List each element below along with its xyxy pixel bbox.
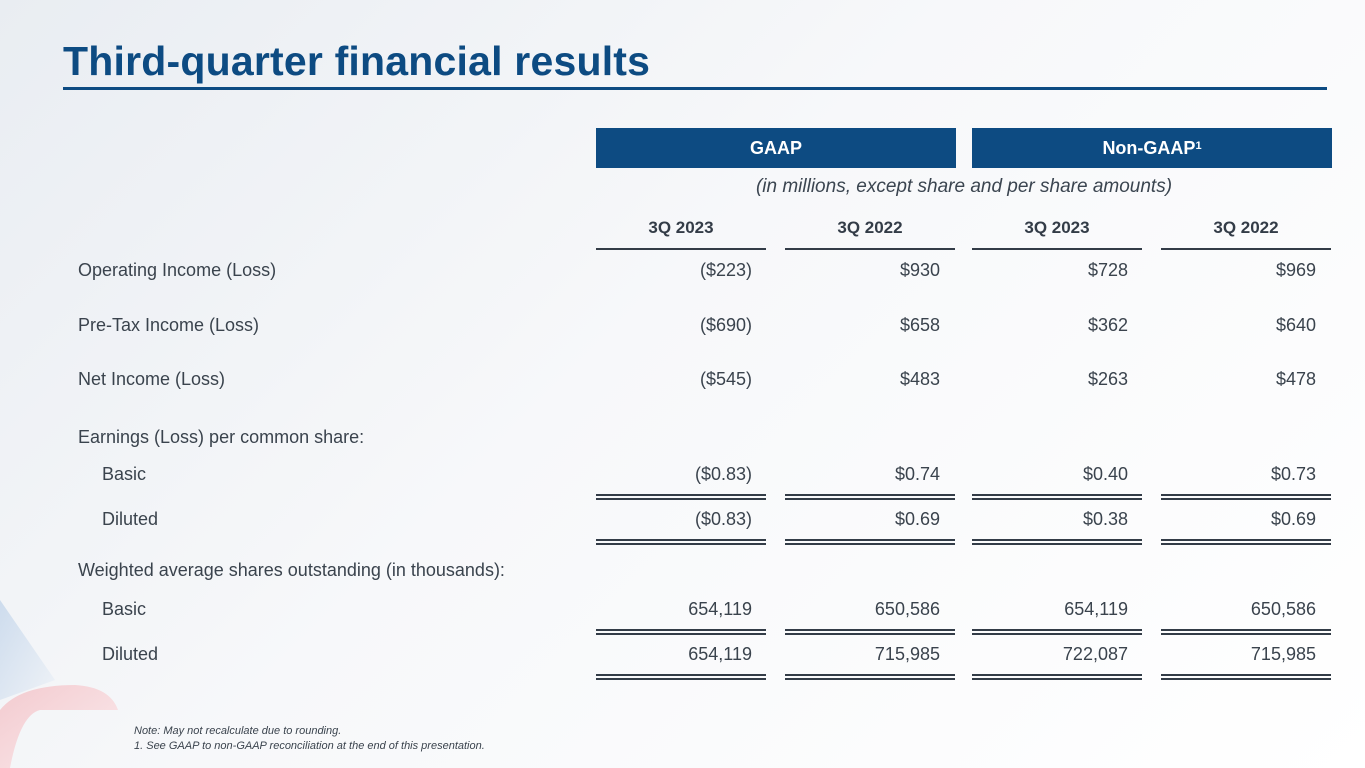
double-underline [785,494,955,500]
column-header-nongaap-3q2023: 3Q 2023 [1024,218,1090,237]
table-cell: $0.69 [1270,509,1316,529]
table-cell: ($0.83) [694,464,752,484]
table-cell: 722,087 [1062,644,1128,664]
table-cell: $728 [1087,260,1128,280]
double-underline [596,629,766,635]
double-underline [972,629,1142,635]
table-cell: ($0.83) [694,509,752,529]
double-underline [1161,674,1331,680]
table-cell: $640 [1275,315,1316,335]
double-underline [1161,539,1331,545]
table-cell: $0.69 [894,509,940,529]
table-cell: $930 [899,260,940,280]
double-underline [596,674,766,680]
double-underline [972,674,1142,680]
brand-flight-symbol-decoration [0,600,118,768]
column-rule [972,248,1142,250]
nongaap-group-header: Non-GAAP 1 [972,128,1332,168]
nongaap-group-label: Non-GAAP [1102,137,1196,158]
table-cell: $478 [1275,369,1316,389]
page-title: Third-quarter financial results [63,38,651,84]
double-underline [1161,494,1331,500]
footnotes: Note: May not recalculate due to roundin… [134,724,485,754]
title-underline [63,87,1327,90]
table-cell: $0.74 [894,464,940,484]
table-cell: $0.40 [1082,464,1128,484]
double-underline [972,494,1142,500]
double-underline [972,539,1142,545]
row-label-operating-income: Operating Income (Loss) [78,260,277,280]
table-cell: $483 [899,369,940,389]
table-cell: $658 [899,315,940,335]
double-underline [785,674,955,680]
table-cell: 715,985 [1250,644,1316,664]
gaap-group-header: GAAP [596,128,956,168]
column-rule [785,248,955,250]
row-label-eps-diluted: Diluted [102,509,159,529]
row-label-net-income: Net Income (Loss) [78,369,226,389]
double-underline [596,539,766,545]
row-label-eps-basic: Basic [102,464,147,484]
table-cell: $263 [1087,369,1128,389]
table-cell: $969 [1275,260,1316,280]
table-cell: 650,586 [1250,599,1316,619]
table-cell: ($545) [699,369,752,389]
row-label-shares-diluted: Diluted [102,644,159,664]
double-underline [785,539,955,545]
table-cell: $0.73 [1270,464,1316,484]
table-cell: 650,586 [874,599,940,619]
footnote-rounding: Note: May not recalculate due to roundin… [134,725,342,737]
double-underline [596,494,766,500]
double-underline [785,629,955,635]
table-cell: $0.38 [1082,509,1128,529]
double-underline [1161,629,1331,635]
table-cell: ($690) [699,315,752,335]
footnote-reconciliation: 1. See GAAP to non-GAAP reconciliation a… [134,740,485,752]
table-cell: ($223) [699,260,752,280]
row-label-pretax-income: Pre-Tax Income (Loss) [78,315,260,335]
column-rule [1161,248,1331,250]
column-header-nongaap-3q2022: 3Q 2022 [1213,218,1279,237]
column-rule [596,248,766,250]
section-heading-shares: Weighted average shares outstanding (in … [78,560,505,580]
table-cell: $362 [1087,315,1128,335]
table-cell: 715,985 [874,644,940,664]
table-cell: 654,119 [1064,599,1128,619]
row-label-shares-basic: Basic [102,599,147,619]
footnote-marker: 1 [1195,140,1202,152]
column-header-gaap-3q2023: 3Q 2023 [648,218,714,237]
units-note: (in millions, except share and per share… [755,176,1173,197]
section-heading-eps: Earnings (Loss) per common share: [78,427,365,447]
gaap-group-label: GAAP [749,137,802,158]
table-cell: 654,119 [688,599,752,619]
column-header-gaap-3q2022: 3Q 2022 [837,218,903,237]
table-cell: 654,119 [688,644,752,664]
